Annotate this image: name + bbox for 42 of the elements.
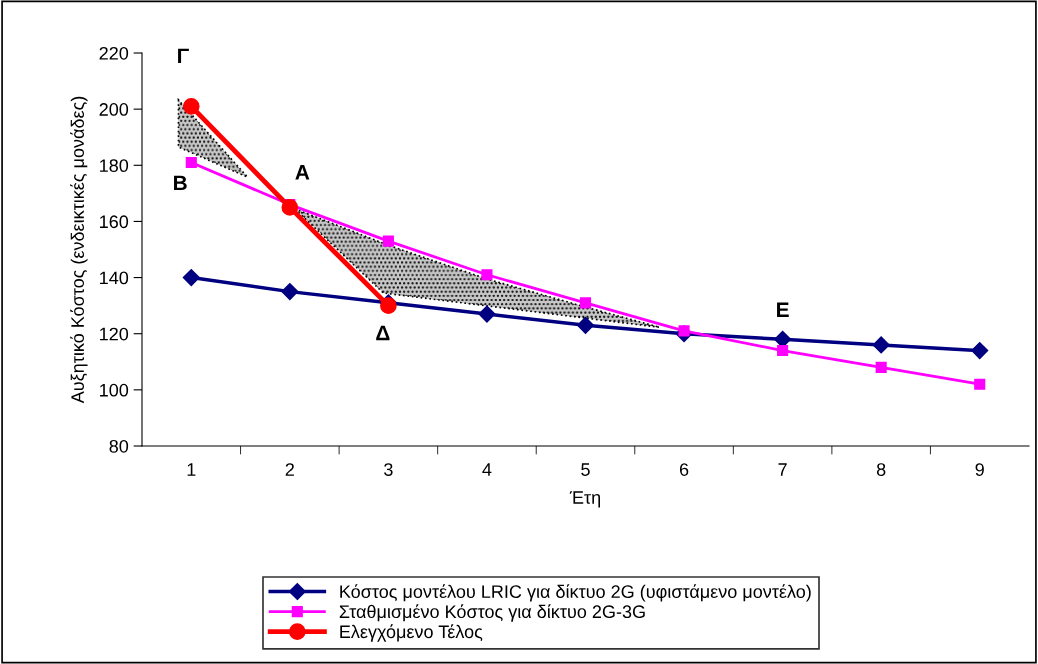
point (182, 269, 200, 287)
annotation: Γ (178, 48, 189, 64)
legend-label: Σταθμισμένο Κόστος για δίκτυο 2G-3G (339, 604, 645, 622)
annotation: Α (295, 165, 310, 180)
x-tick-label: 9 (975, 463, 984, 476)
y-tick-label: 80 (109, 439, 129, 453)
x-tick-label: 1 (187, 463, 196, 476)
y-tick-label: 220 (99, 46, 129, 60)
point (576, 316, 595, 334)
annotation: Β (174, 175, 187, 191)
x-tick-label: 8 (876, 463, 886, 476)
point (875, 361, 887, 373)
y-tick-label: 120 (100, 327, 129, 341)
point (974, 378, 986, 390)
y-tick-label: 100 (100, 383, 129, 397)
point (185, 156, 197, 169)
x-axis-title: Έτη (569, 491, 600, 508)
x-tick-label: 6 (679, 463, 689, 476)
point (281, 199, 299, 216)
point (579, 297, 592, 309)
legend-label: Ελεγχόμενο Τέλος (340, 624, 483, 642)
x-tick-label: 5 (581, 463, 590, 476)
annotation: Δ (376, 325, 390, 341)
x-tick-label: 2 (285, 463, 294, 476)
point (872, 336, 890, 354)
y-tick-label: 140 (100, 271, 129, 285)
point (971, 342, 989, 360)
y-axis-title: Αυξητικό Κόστος (ενδεικτικές μονάδες) (70, 96, 88, 404)
y-tick-label: 200 (99, 103, 129, 116)
point (281, 283, 299, 301)
point (478, 305, 496, 323)
point (382, 235, 394, 247)
annotation: Ε (777, 302, 789, 317)
x-tick-label: 3 (384, 463, 393, 476)
point (777, 345, 789, 357)
x-tick-label: 4 (482, 463, 492, 476)
x-tick-label: 7 (778, 463, 787, 476)
legend-label: Κόστος μοντέλου LRIC για δίκτυο 2G (υφιστάμενο μοντέλο) (340, 584, 811, 602)
point (182, 98, 200, 115)
y-tick-label: 180 (100, 159, 129, 173)
y-tick-label: 160 (100, 215, 129, 229)
point (481, 269, 493, 281)
